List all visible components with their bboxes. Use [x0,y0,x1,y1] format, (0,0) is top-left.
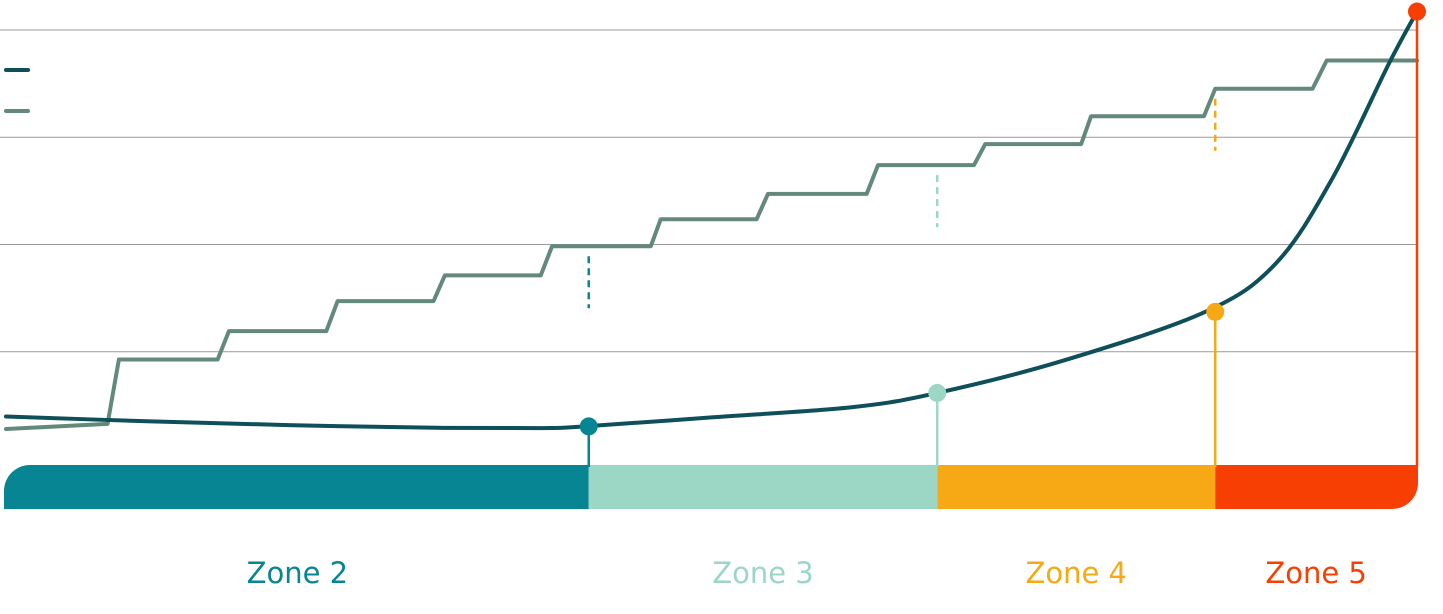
zone-3-bar-segment [588,465,938,509]
zone-3-threshold-dot [928,383,947,402]
legend [4,68,30,113]
zone-2-bar-segment [4,465,589,509]
zone-5-threshold-dot [1408,2,1426,21]
zone-3-label: Zone 3 [712,556,814,590]
zone-4-bar-segment [937,465,1216,509]
zone-4-threshold-dot [1206,302,1225,321]
zone-4-label: Zone 4 [1025,556,1127,590]
zone-2-label: Zone 2 [247,556,349,590]
zone-labels: Zone 2 Zone 3 Zone 4 Zone 5 [247,556,1367,590]
zone-5-bar-segment [1215,465,1418,509]
series-layer [4,9,1419,431]
grid-layer [0,29,1417,353]
threshold-guides [587,98,1217,309]
step-series-line [4,58,1419,431]
zone-2-threshold-dot [579,417,598,436]
curve-series-line [4,9,1419,431]
zone-bar [4,465,1418,509]
zone-5-label: Zone 5 [1265,556,1367,590]
threshold-markers [579,2,1426,467]
